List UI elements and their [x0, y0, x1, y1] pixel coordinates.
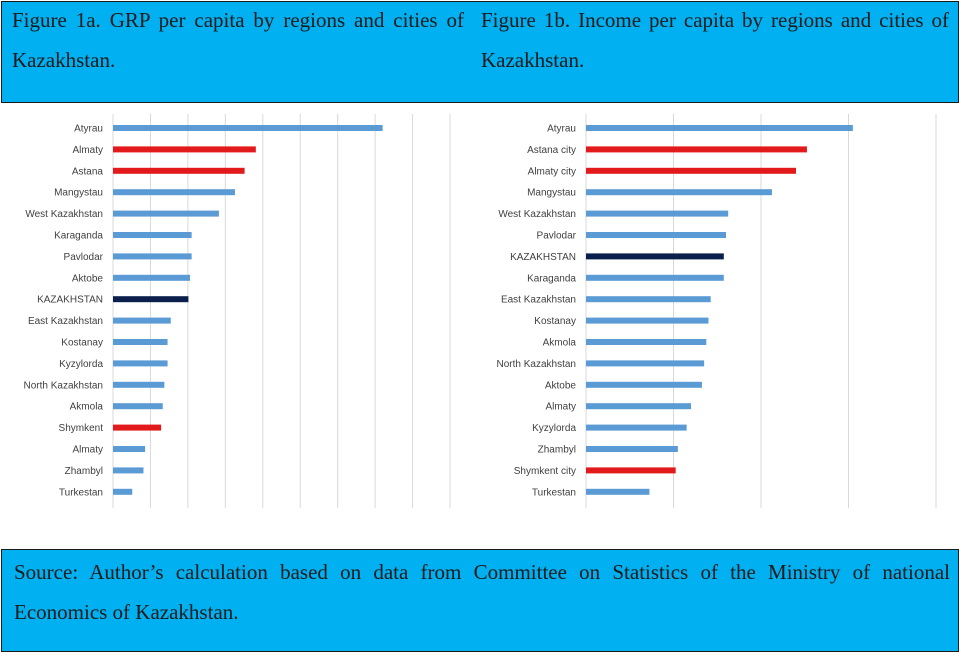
income-category-label: Mangystau: [527, 188, 576, 199]
income-category-label: Zhambyl: [538, 445, 576, 456]
income-bar: [586, 296, 711, 303]
grp-category-label: Pavlodar: [64, 252, 104, 263]
grp-bar: [113, 189, 235, 196]
grp-category-label: Astana: [72, 166, 104, 177]
grp-category-label: Atyrau: [74, 124, 103, 135]
income-bar: [586, 232, 726, 238]
grp-bar: [113, 339, 168, 345]
grp-category-label: North Kazakhstan: [24, 380, 104, 391]
income-category-label: Pavlodar: [537, 231, 577, 242]
income-category-label: Almaty: [545, 402, 576, 413]
income-category-label: Astana city: [527, 145, 576, 156]
grp-bar: [113, 253, 192, 260]
income-category-label: Almaty city: [528, 166, 576, 177]
grp-bar: [113, 488, 133, 495]
grp-category-label: Aktobe: [72, 273, 104, 284]
income-bar: [586, 446, 678, 452]
income-bar: [586, 424, 687, 431]
income-category-label: KAZAKHSTAN: [510, 252, 576, 263]
income-category-label: Aktobe: [545, 380, 577, 391]
grp-category-label: Kostanay: [61, 338, 103, 349]
caption-bar-bottom: Source: Author’s calculation based on da…: [1, 549, 959, 652]
income-category-label: East Kazakhstan: [501, 295, 576, 306]
figure-1a-caption: Figure 1a. GRP per capita by regions and…: [12, 8, 464, 72]
grp-category-label: Zhambyl: [65, 466, 103, 477]
income-bar: [586, 189, 772, 196]
income-bar: [586, 467, 676, 474]
figure-1b-caption: Figure 1b. Income per capita by regions …: [481, 8, 949, 72]
grp-category-label: Mangystau: [54, 188, 103, 199]
income-category-label: West Kazakhstan: [498, 209, 576, 220]
grp-category-label: Karaganda: [54, 231, 103, 242]
income-bar: [586, 274, 724, 281]
income-bar: [586, 317, 709, 324]
grp-bar: [113, 274, 191, 281]
grp-bar: [113, 424, 162, 431]
income-category-label: Karaganda: [527, 273, 576, 284]
income-bar: [586, 403, 691, 410]
grp-bar: [113, 167, 245, 174]
grp-bar: [113, 146, 256, 153]
grp-bar: [113, 381, 165, 388]
income-bar: [586, 146, 807, 153]
grp-per-capita-chart: Atyrau Almaty Astana Mangystau West Kazakhst…: [24, 114, 451, 508]
income-category-label: Turkestan: [532, 487, 576, 498]
grp-category-label: Shymkent: [59, 423, 104, 434]
income-category-label: Atyrau: [547, 124, 576, 135]
income-bar: [586, 167, 796, 174]
income-bar: [586, 381, 702, 388]
income-bar: [586, 488, 650, 495]
caption-bar-top: [1, 1, 959, 103]
grp-category-label: KAZAKHSTAN: [37, 295, 103, 306]
grp-bar: [113, 210, 219, 217]
grp-bar: [113, 446, 146, 452]
income-per-capita-chart: Atyrau Astana city Almaty city Mangystau Wes…: [497, 114, 937, 508]
income-bar: [586, 210, 729, 217]
income-bar: [586, 253, 724, 260]
grp-bar: [113, 317, 171, 324]
income-category-label: Kostanay: [534, 316, 576, 327]
income-category-label: Shymkent city: [514, 466, 576, 477]
income-bar: [586, 360, 705, 367]
grp-category-label: East Kazakhstan: [28, 316, 103, 327]
grp-bar: [113, 232, 192, 238]
grp-category-label: Turkestan: [59, 487, 103, 498]
source-note: Source: Author’s calculation based on da…: [14, 560, 950, 624]
grp-bar: [113, 360, 168, 367]
grp-category-label: Almaty: [72, 145, 103, 156]
grp-bar: [113, 296, 189, 303]
grp-bar: [113, 125, 383, 131]
grp-category-label: Kyzylorda: [59, 359, 103, 370]
income-category-label: Akmola: [543, 338, 577, 349]
grp-bar: [113, 467, 144, 474]
income-category-label: North Kazakhstan: [497, 359, 577, 370]
income-category-label: Kyzylorda: [532, 423, 576, 434]
grp-bar: [113, 403, 163, 410]
income-bar: [586, 125, 853, 131]
grp-category-label: West Kazakhstan: [25, 209, 103, 220]
income-bar: [586, 339, 707, 345]
grp-category-label: Akmola: [70, 402, 104, 413]
grp-category-label: Almaty: [72, 445, 103, 456]
